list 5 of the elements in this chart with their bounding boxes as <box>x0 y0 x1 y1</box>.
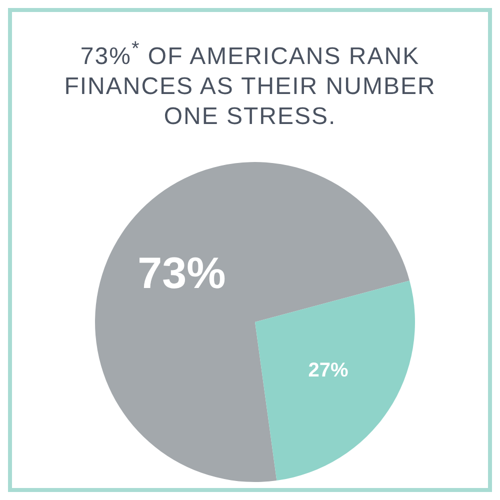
data-label: 73% <box>138 248 226 298</box>
data-label: 27% <box>308 360 349 382</box>
pie-slice <box>255 280 415 481</box>
chart-title: 73%$^{*}$ OF AMERICANS RANK FINANCES AS THEIR NUMBER ONE STRESS. <box>63 37 437 132</box>
pie-slice <box>95 162 410 482</box>
